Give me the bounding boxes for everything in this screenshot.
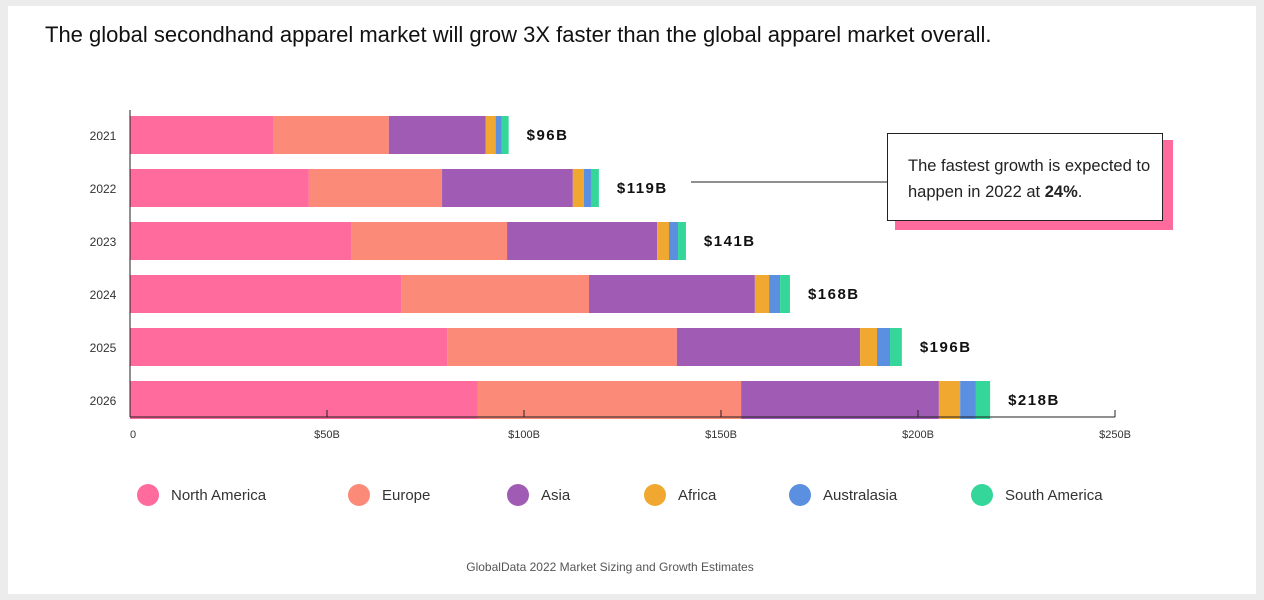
callout: The fastest growth is expected to happen… [887,133,1173,230]
bar-segment-africa [657,222,669,260]
total-label: $196B [920,339,972,356]
bar-segment-africa [572,169,584,207]
year-label: 2025 [90,341,117,355]
year-label: 2022 [90,182,117,196]
legend-dot-icon [971,484,993,506]
callout-text: The fastest growth is expected to happen… [908,157,1151,201]
bar-segment-north-america [130,169,309,207]
source-note: GlobalData 2022 Market Sizing and Growth… [466,560,754,574]
year-label: 2024 [90,288,117,302]
total-label: $96B [527,127,569,144]
legend-dot-icon [137,484,159,506]
callout-end: . [1077,183,1083,201]
x-tick-label: $150B [705,429,737,441]
total-label: $141B [704,233,756,250]
year-label: 2026 [90,394,117,408]
year-label: 2021 [90,129,117,143]
chart-title: The global secondhand apparel market wil… [45,22,992,47]
bar-segment-africa [754,275,770,313]
bar-segment-asia [589,275,755,313]
callout-box: The fastest growth is expected to happen… [887,133,1163,221]
bar-segment-australasia [877,328,891,366]
legend-item: North America [137,484,266,506]
bar-segment-australasia [495,116,502,154]
legend-label: South America [1005,486,1103,504]
bar-segment-australasia [769,275,781,313]
legend-label: North America [171,486,267,504]
bar-segment-australasia [583,169,591,207]
bar-segment-north-america [130,116,274,154]
bar-segment-europe [447,328,677,366]
bar-segment-europe [477,381,742,419]
bar-segment-north-america [130,275,402,313]
legend-item: Europe [348,484,430,506]
year-label: 2023 [90,235,117,249]
legend-label: Africa [678,486,717,504]
bar-segment-asia [388,116,486,154]
bar-segment-asia [442,169,573,207]
bar-segment-south-america [590,169,599,207]
legend-dot-icon [789,484,811,506]
bar-segment-south-america [890,328,902,366]
bar-segment-asia [676,328,861,366]
legend-dot-icon [644,484,666,506]
bar-segment-asia [741,381,939,419]
bar-segment-europe [351,222,508,260]
legend-item: South America [971,484,1103,506]
bar-segment-australasia [960,381,976,419]
x-tick-label: 0 [130,429,136,441]
bar-segment-europe [273,116,389,154]
bar-segment-europe [401,275,590,313]
legend-dot-icon [507,484,529,506]
legend-item: Africa [644,484,716,506]
legend-label: Australasia [823,486,898,504]
bar-segment-africa [860,328,878,366]
total-label: $168B [808,286,860,303]
legend-item: Asia [507,484,570,506]
bar-segment-asia [507,222,658,260]
total-label: $119B [617,180,668,197]
bar-segment-south-america [501,116,509,154]
bar-segment-south-america [975,381,991,419]
legend-label: Asia [541,486,571,504]
x-tick-label: $100B [508,429,540,441]
total-label: $218B [1008,392,1060,409]
bar-segment-africa [485,116,496,154]
bar-segment-north-america [130,222,352,260]
legend-dot-icon [348,484,370,506]
bar-segment-north-america [130,381,478,419]
bar-segment-south-america [678,222,686,260]
x-tick-label: $50B [314,429,340,441]
bar-segment-south-america [780,275,790,313]
x-tick-label: $250B [1099,429,1131,441]
x-tick-label: $200B [902,429,934,441]
bar-segment-australasia [668,222,679,260]
bar-segment-europe [308,169,443,207]
bar-segment-north-america [130,328,448,366]
legend-item: Australasia [789,484,897,506]
bar-segment-africa [938,381,961,419]
callout-bold: 24% [1044,183,1078,201]
legend-label: Europe [382,486,431,504]
